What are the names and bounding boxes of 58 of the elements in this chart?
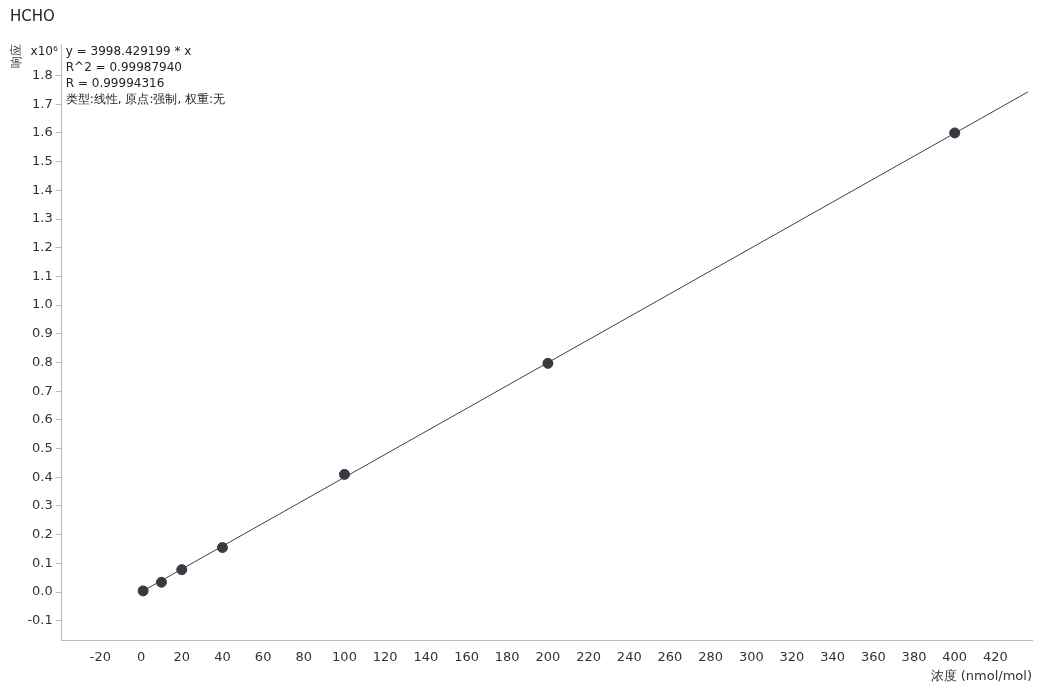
point <box>176 564 188 576</box>
point <box>949 127 961 139</box>
y-tick-label: 0.6 <box>32 411 53 427</box>
x-tick-label: 120 <box>372 648 398 664</box>
x-tick-label: 360 <box>860 648 886 664</box>
x-tick-label: 160 <box>454 648 479 664</box>
y-tick-label: 0.8 <box>32 353 53 369</box>
point <box>339 468 350 480</box>
x-tick-label: 100 <box>332 648 357 664</box>
y-tick-label: 0.9 <box>32 325 53 341</box>
y-tick-label: 1.8 <box>32 66 53 82</box>
annotation: R = 0.99994316 <box>65 76 165 91</box>
x-tick-label: 20 <box>173 648 191 664</box>
y-tick-label: 0.0 <box>32 583 53 599</box>
y-tick-label: 1.2 <box>32 239 53 255</box>
x-tick-label: 400 <box>942 648 968 664</box>
x-tick-label: 320 <box>779 648 805 664</box>
x-tick-label: 340 <box>820 648 846 664</box>
y-tick-label: 0.5 <box>32 439 53 455</box>
y-tick-label: 1.0 <box>32 296 53 312</box>
y-axis-title: 响应 <box>9 44 24 68</box>
annotation: 类型:线性, 原点:强制, 权重:无 <box>65 92 226 107</box>
annotation: R^2 = 0.99987940 <box>65 60 183 75</box>
x-tick-label: 260 <box>657 648 683 664</box>
point <box>155 576 167 588</box>
annotation: y = 3998.429199 * x <box>65 44 192 59</box>
text: x10⁶ <box>30 44 58 59</box>
point <box>137 585 149 597</box>
x-tick-label: 140 <box>413 648 439 664</box>
y-tick-label: 1.5 <box>32 153 53 169</box>
y-tick-label: 0.4 <box>32 468 53 484</box>
x-tick-label: 420 <box>982 648 1008 664</box>
x-tick-label: 200 <box>535 648 561 664</box>
x-tick-label: 40 <box>214 648 231 664</box>
y-tick-label: 1.6 <box>32 124 53 140</box>
x-tick-label: 240 <box>616 648 642 664</box>
x-tick-label: 300 <box>738 648 764 664</box>
y-tick-label: 1.1 <box>32 267 53 283</box>
x-tick-label: 280 <box>698 648 724 664</box>
point <box>542 357 554 369</box>
x-tick-label: 220 <box>576 648 601 664</box>
x-tick-label: 80 <box>295 648 313 664</box>
x-tick-label: 60 <box>254 648 272 664</box>
x-tick-label: 0 <box>136 648 146 664</box>
y-tick-label: 1.7 <box>32 95 53 111</box>
y-tick-label: 1.4 <box>32 181 53 197</box>
chart-title: HCHO <box>10 6 55 25</box>
x-tick-label: 180 <box>494 648 520 664</box>
x-axis-title: 浓度 (nmol/mol) <box>930 667 1032 683</box>
x-tick-label: -20 <box>89 648 112 664</box>
y-tick-label: 0.2 <box>32 526 53 542</box>
y-tick-label: -0.1 <box>27 612 53 628</box>
y-tick-label: 0.7 <box>32 382 53 398</box>
y-tick-label: 1.3 <box>32 210 53 226</box>
x-tick-label: 380 <box>901 648 927 664</box>
y-tick-label: 0.3 <box>32 497 53 513</box>
y-tick-label: 0.1 <box>32 554 53 570</box>
point <box>216 542 228 554</box>
